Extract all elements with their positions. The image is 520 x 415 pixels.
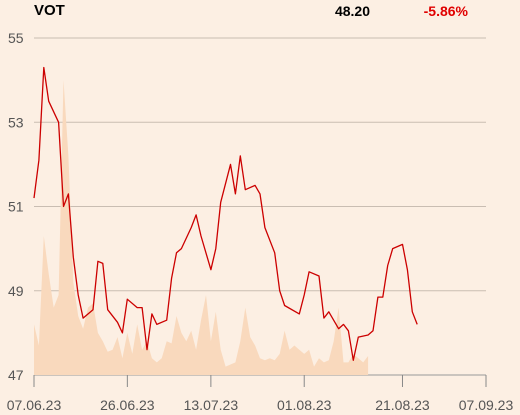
x-tick-label: 01.08.23	[277, 397, 332, 413]
y-tick-label: 47	[8, 367, 24, 383]
volume-area-layer	[34, 80, 369, 375]
volume-area	[34, 80, 369, 375]
price-line-series	[33, 66, 418, 361]
x-tick-label: 26.06.23	[100, 397, 155, 413]
price-line-layer	[33, 66, 418, 361]
grid-layer	[34, 37, 486, 376]
y-tick-label: 55	[8, 30, 24, 46]
x-tick-label: 13.07.23	[184, 397, 239, 413]
x-tick-label: 07.09.23	[459, 397, 514, 413]
price-change: -5.86%	[423, 3, 468, 19]
ticker-symbol: VOT	[34, 2, 65, 19]
y-tick-label: 51	[8, 199, 24, 215]
chart-header: VOT 48.20 -5.86%	[0, 0, 520, 22]
x-tick-label: 21.08.23	[375, 397, 430, 413]
axis-layer: 47 49 51 53 55 07.06.23 26.06.23 13.07.23 01.08.…	[7, 30, 514, 413]
last-price: 48.20	[334, 3, 370, 19]
x-tick-label: 07.06.23	[7, 397, 62, 413]
y-tick-label: 49	[8, 283, 24, 299]
y-tick-label: 53	[8, 114, 24, 130]
